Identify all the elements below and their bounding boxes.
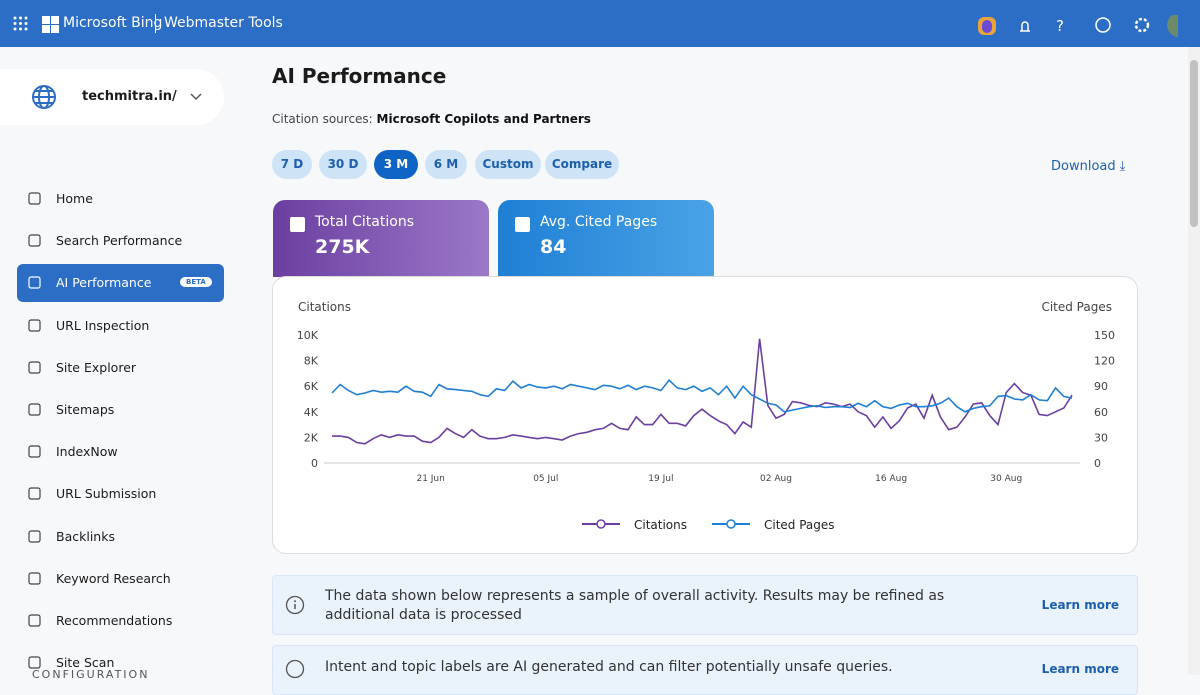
nav-icon [28, 318, 41, 332]
nav-item[interactable]: Sitemaps [17, 391, 224, 429]
site-name: techmitra.in/ [82, 89, 177, 104]
range-button[interactable]: Custom [475, 150, 541, 179]
range-button[interactable]: Compare [545, 150, 619, 179]
nav-label: Search Performance [56, 233, 183, 249]
logo [42, 16, 59, 33]
nav-label: Keyword Research [56, 570, 171, 586]
main: AI Performance Citation sources: Microso… [245, 47, 1188, 695]
nav-icon [28, 361, 41, 374]
scroll-thumb[interactable] [1190, 60, 1198, 227]
source-value: Microsoft Copilots and Partners [376, 112, 591, 126]
notice: The data shown below represents a sample… [272, 575, 1138, 635]
nav-icon [28, 403, 41, 416]
nav-label: URL Submission [56, 486, 157, 502]
nav-item[interactable]: Search Performance [17, 222, 224, 260]
sidebar: techmitra.in/ Home Search Performance AI P… [0, 47, 245, 681]
nav-icon [28, 192, 41, 205]
info-icon [285, 659, 305, 679]
info-icon [285, 595, 305, 615]
product: Webmaster Tools [164, 15, 283, 31]
apps-icon[interactable] [13, 16, 28, 31]
beta-badge: BETA [180, 277, 212, 288]
metric-card[interactable]: Avg. Cited Pages 84 [498, 200, 714, 277]
nav-icon [28, 572, 41, 585]
top-icons[interactable]: ? [978, 15, 1178, 37]
nav-label: Site Scan [56, 655, 115, 671]
download-label: Download [1051, 159, 1116, 174]
nav-label: Site Explorer [56, 359, 137, 375]
source-label: Citation sources: [272, 112, 373, 126]
top-bar: Microsoft Bing Webmaster Tools ? [0, 0, 1200, 47]
svg-text:?: ? [1056, 17, 1064, 35]
nav-item[interactable]: Site Scan [17, 644, 224, 682]
checkbox[interactable] [290, 217, 305, 232]
notice-text: The data shown below represents a sample… [325, 588, 945, 623]
source: Citation sources: Microsoft Copilots and… [272, 112, 591, 126]
nav-icon [28, 487, 41, 500]
chevron [190, 93, 202, 101]
nav-icon [28, 529, 41, 543]
globe-icon [32, 85, 56, 109]
nav-icon [28, 656, 41, 669]
nav-item[interactable]: Home [17, 180, 224, 218]
range-button[interactable]: 30 D [319, 150, 367, 179]
range-button[interactable]: 7 D [272, 150, 312, 179]
nav-label: Sitemaps [56, 402, 115, 417]
nav-icon [28, 276, 41, 289]
notice: Intent and topic labels are AI generated… [272, 645, 1138, 695]
card-value: 275K [315, 236, 370, 258]
page-title: AI Performance [272, 64, 447, 88]
nav-item[interactable]: IndexNow [17, 433, 224, 471]
nav-label: IndexNow [56, 444, 118, 460]
card-label: Avg. Cited Pages [540, 214, 658, 230]
nav-item[interactable]: Site Explorer [17, 349, 224, 387]
divider [155, 14, 156, 33]
nav-label: URL Inspection [56, 317, 150, 333]
nav-label: Recommendations [56, 613, 173, 628]
checkbox[interactable] [515, 217, 530, 232]
nav-label: Backlinks [56, 528, 115, 544]
learn-more[interactable]: Learn more [1041, 662, 1119, 676]
nav-item[interactable]: Backlinks [17, 518, 224, 556]
nav-icon [28, 614, 41, 627]
nav-label: AI Performance [56, 275, 152, 291]
nav-item[interactable]: URL Inspection [17, 307, 224, 345]
nav-item[interactable]: URL Submission [17, 475, 224, 513]
nav-item[interactable]: Keyword Research [17, 560, 224, 598]
card-value: 84 [540, 236, 567, 258]
metric-card[interactable]: Total Citations 275K [273, 200, 489, 277]
card-label: Total Citations [315, 214, 414, 230]
nav-icon [28, 234, 41, 247]
range-button[interactable]: 3 M [374, 150, 418, 179]
nav-label: Home [56, 191, 93, 206]
site-picker[interactable]: techmitra.in/ [0, 69, 224, 125]
chart-panel [272, 276, 1138, 554]
brand: Microsoft Bing [63, 15, 163, 31]
download[interactable]: Download ⤓ [1051, 159, 1126, 174]
notice-text: Intent and topic labels are AI generated… [325, 659, 893, 675]
nav-icon [28, 445, 41, 458]
scrollbar [1188, 47, 1200, 675]
nav-item[interactable]: Recommendations [17, 602, 224, 640]
range-button[interactable]: 6 M [425, 150, 467, 179]
learn-more[interactable]: Learn more [1041, 598, 1119, 612]
nav-item[interactable]: AI Performance BETA [17, 264, 224, 303]
